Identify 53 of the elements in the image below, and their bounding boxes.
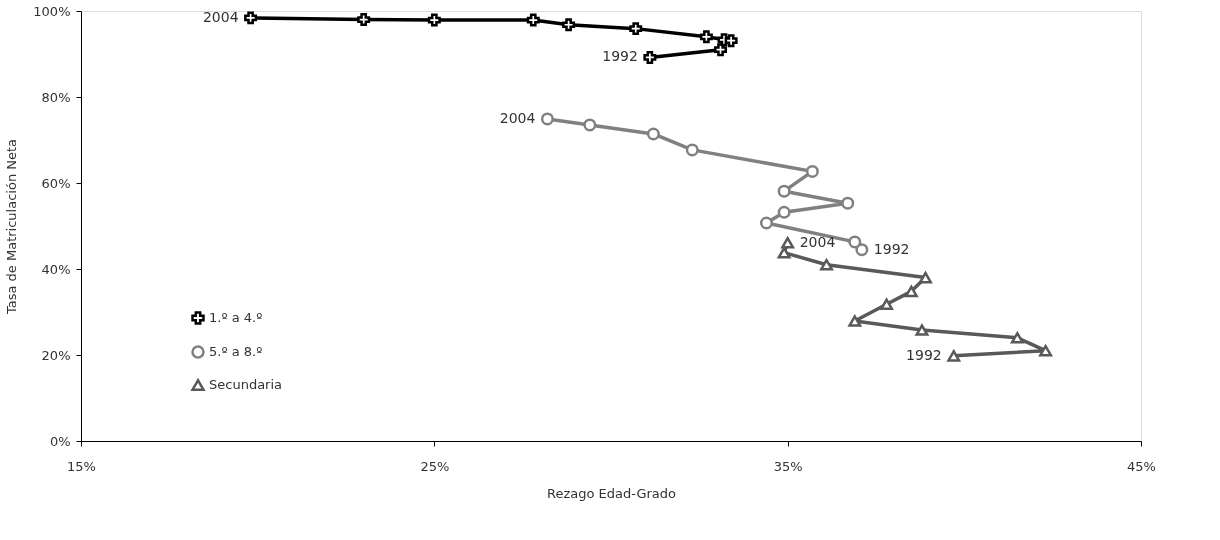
point — [699, 30, 713, 44]
x-tick-label: 25% — [420, 458, 450, 474]
point — [526, 13, 540, 27]
annotation: 1992 — [602, 48, 638, 65]
point — [848, 315, 862, 327]
point — [820, 258, 834, 271]
y-tick-label: 80% — [41, 89, 71, 105]
y-tick-label: 100% — [33, 3, 71, 19]
x-axis-title: Rezago Edad-Grado — [546, 485, 677, 501]
y-axis-title: Tasa de Matriculación Neta — [4, 138, 20, 316]
point — [777, 205, 791, 219]
point — [724, 34, 738, 48]
annotation: 1992 — [873, 240, 910, 257]
y-tick-label: 0% — [49, 433, 71, 449]
legend-label: 5.º a 8.º — [209, 344, 263, 359]
point — [855, 243, 869, 257]
point — [562, 18, 576, 32]
point — [947, 350, 961, 362]
annotation: 2004 — [499, 109, 536, 126]
point — [904, 285, 918, 298]
point — [805, 164, 819, 178]
point — [427, 13, 441, 27]
y-tick-label: 60% — [41, 175, 71, 191]
annotation: 2004 — [202, 8, 239, 25]
x-tick-label: 35% — [773, 458, 803, 474]
point — [915, 324, 929, 336]
point — [848, 235, 862, 249]
x-tick-label: 45% — [1127, 458, 1156, 474]
point — [1010, 332, 1024, 344]
point — [714, 43, 728, 57]
point — [781, 236, 795, 249]
point — [646, 127, 660, 141]
y-tick-label: 40% — [41, 261, 71, 277]
point — [1039, 344, 1053, 357]
point — [777, 246, 791, 259]
point — [759, 216, 773, 230]
legend-label: Secundaria — [209, 377, 283, 392]
y-tick-label: 20% — [41, 347, 71, 363]
point — [841, 196, 855, 210]
point — [583, 118, 597, 132]
point — [643, 50, 657, 64]
point — [244, 11, 258, 25]
x-tick-label: 15% — [67, 458, 96, 474]
point — [540, 112, 554, 126]
annotation: 2004 — [799, 233, 836, 250]
point — [629, 22, 643, 36]
point — [880, 298, 894, 311]
point — [685, 143, 699, 157]
annotation: 1992 — [906, 346, 942, 363]
point — [777, 184, 791, 198]
legend-label: 1.º a 4.º — [209, 310, 263, 325]
point — [357, 13, 371, 27]
point — [918, 271, 932, 284]
